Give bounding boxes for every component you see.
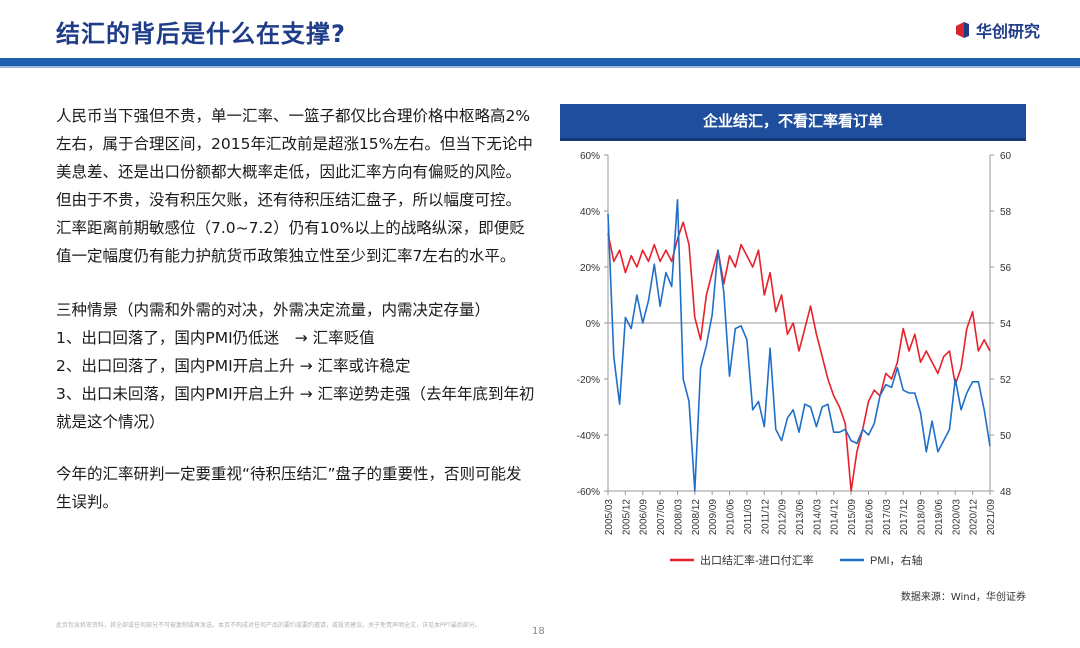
scenario-2: 2、出口回落了，国内PMI开启上升 → 汇率或许稳定 <box>56 357 411 375</box>
y-tick-label-right: 50 <box>1000 431 1012 442</box>
x-tick-label: 2008/03 <box>673 499 684 536</box>
page-title: 结汇的背后是什么在支撑? <box>56 20 346 48</box>
scenario-intro: 三种情景（内需和外需的对决，外需决定流量，内需决定存量） <box>56 301 491 319</box>
header-divider-thin <box>0 66 1080 68</box>
scenario-3: 3、出口未回落，国内PMI开启上升 → 汇率逆势走强（去年年底到年初就是这个情况… <box>56 385 535 431</box>
x-tick-label: 2017/12 <box>899 499 910 536</box>
x-tick-label: 2005/03 <box>604 499 615 536</box>
body-text: 人民币当下强但不贵，单一汇率、一篮子都仅比合理价格中枢略高2%左右，属于合理区间… <box>56 102 536 516</box>
x-tick-label: 2021/09 <box>986 499 997 536</box>
brand-logo: 华创研究 <box>954 18 1040 42</box>
series-line-pmi <box>607 199 991 492</box>
chart-banner: 企业结汇，不看汇率看订单 <box>560 104 1026 141</box>
y-tick-label-right: 60 <box>1000 151 1012 162</box>
scenario-1: 1、出口回落了，国内PMI仍低迷 → 汇率贬值 <box>56 329 375 347</box>
x-tick-label: 2017/03 <box>882 499 893 536</box>
conclusion: 今年的汇率研判一定要重视“待积压结汇”盘子的重要性，否则可能发生误判。 <box>56 465 522 511</box>
x-tick-label: 2009/09 <box>708 499 719 536</box>
x-tick-label: 2019/06 <box>934 499 945 536</box>
line-chart: 60% 40% 20% 0% -20% -40% -60% 60 58 56 54 52 50 48 200… <box>577 151 1012 567</box>
x-tick-label: 2008/12 <box>691 499 702 536</box>
y-tick-label-right: 58 <box>1000 207 1012 218</box>
paragraph-valuation: 人民币当下强但不贵，单一汇率、一篮子都仅比合理价格中枢略高2%左右，属于合理区间… <box>56 107 533 265</box>
x-tick-label: 2014/12 <box>830 499 841 536</box>
x-tick-label: 2012/09 <box>778 499 789 536</box>
series-line-fx-settlement <box>607 221 991 492</box>
y-tick-label-right: 54 <box>1000 319 1012 330</box>
x-tick-label: 2020/12 <box>969 499 980 536</box>
y-tick-label-right: 56 <box>1000 263 1012 274</box>
y-tick-label-left: 20% <box>580 263 600 274</box>
x-tick-label: 2010/06 <box>726 499 737 536</box>
x-tick-label: 2015/09 <box>847 499 858 536</box>
x-tick-label: 2011/03 <box>743 499 754 535</box>
y-tick-label-left: 0% <box>586 319 601 330</box>
y-tick-label-left: -40% <box>577 431 600 442</box>
x-tick-label: 2020/03 <box>951 499 962 536</box>
x-tick-label: 2006/09 <box>639 499 650 536</box>
x-tick-label: 2014/03 <box>812 499 823 536</box>
page-number: 18 <box>532 626 545 637</box>
x-tick-label: 2007/06 <box>656 499 667 536</box>
source-note: 数据来源：Wind，华创证券 <box>900 592 1026 603</box>
x-tick-label: 2011/12 <box>760 499 771 535</box>
disclaimer: 此页包含机密资料，其全部或任何部分不可被复制或再发送。本页不构成对任何产品的要约… <box>56 622 481 629</box>
y-tick-label-right: 48 <box>1000 487 1012 498</box>
y-tick-label-left: -20% <box>577 375 600 386</box>
brand-logo-text: 华创研究 <box>975 22 1040 41</box>
legend-label-pmi: PMI，右轴 <box>870 553 923 567</box>
y-tick-label-left: -60% <box>577 487 600 498</box>
x-tick-label: 2005/12 <box>621 499 632 536</box>
brand-logo-icon <box>955 22 969 38</box>
header-divider <box>0 58 1080 66</box>
y-tick-label-right: 52 <box>1000 375 1012 386</box>
legend-label-fx-settlement: 出口结汇率-进口付汇率 <box>700 553 814 567</box>
x-tick-label: 2018/09 <box>917 499 928 536</box>
y-tick-label-left: 60% <box>580 151 600 162</box>
y-tick-label-left: 40% <box>580 207 600 218</box>
x-tick-label: 2013/06 <box>795 499 806 536</box>
x-tick-label: 2016/06 <box>864 499 875 536</box>
